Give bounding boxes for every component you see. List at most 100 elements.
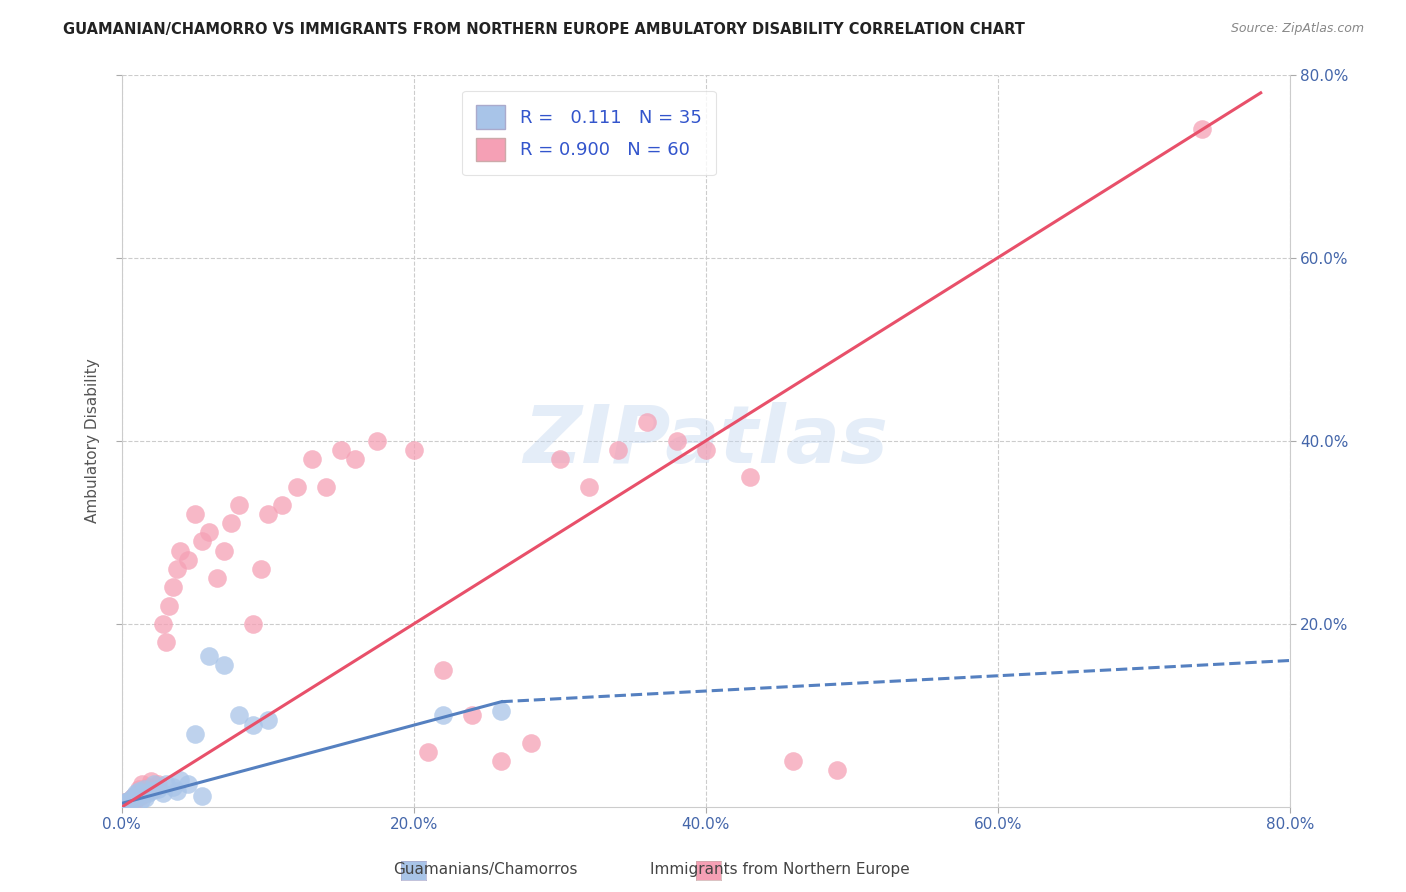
Point: [315, 479, 337, 493]
Point: [198, 648, 221, 663]
Point: [636, 416, 658, 430]
Point: [166, 783, 188, 797]
Point: [120, 792, 142, 806]
Point: [607, 442, 630, 457]
Point: [205, 571, 228, 585]
Point: [152, 616, 174, 631]
Y-axis label: Ambulatory Disability: Ambulatory Disability: [86, 359, 100, 523]
Point: [118, 795, 141, 809]
Point: [148, 777, 170, 791]
Point: [432, 708, 454, 723]
Point: [191, 789, 214, 803]
Point: [128, 781, 150, 796]
Point: [695, 442, 717, 457]
Point: [136, 786, 159, 800]
Point: [827, 764, 849, 778]
Point: [162, 780, 184, 794]
Point: [139, 783, 162, 797]
Point: [114, 796, 136, 810]
Point: [256, 713, 278, 727]
Point: [122, 789, 145, 803]
Point: [117, 794, 139, 808]
Point: [228, 708, 250, 723]
Point: [184, 727, 207, 741]
Point: [366, 434, 388, 448]
Point: [738, 470, 761, 484]
Point: [329, 442, 352, 457]
Point: [152, 786, 174, 800]
Point: [198, 525, 221, 540]
Point: [176, 777, 198, 791]
Point: [548, 452, 571, 467]
Point: [124, 790, 146, 805]
Point: [432, 663, 454, 677]
Point: [125, 790, 148, 805]
Point: [1191, 122, 1213, 136]
Point: [169, 543, 191, 558]
Point: [221, 516, 243, 530]
Point: [155, 777, 177, 791]
Point: [121, 792, 143, 806]
Point: [578, 479, 600, 493]
Point: [782, 754, 804, 768]
Point: [121, 790, 143, 805]
Point: [127, 789, 149, 803]
Point: [118, 795, 141, 809]
Point: [242, 717, 264, 731]
Text: Source: ZipAtlas.com: Source: ZipAtlas.com: [1230, 22, 1364, 36]
Point: [131, 786, 153, 800]
Point: [256, 507, 278, 521]
Point: [114, 796, 136, 810]
Text: Immigrants from Northern Europe: Immigrants from Northern Europe: [651, 863, 910, 877]
Point: [519, 736, 541, 750]
Point: [491, 754, 513, 768]
Point: [271, 498, 294, 512]
Point: [418, 745, 440, 759]
Point: [112, 797, 135, 812]
Point: [132, 783, 155, 797]
Point: [124, 792, 146, 806]
Point: [120, 791, 142, 805]
Point: [142, 781, 165, 796]
Point: [491, 704, 513, 718]
Point: [132, 781, 155, 796]
Text: GUAMANIAN/CHAMORRO VS IMMIGRANTS FROM NORTHERN EUROPE AMBULATORY DISABILITY CORR: GUAMANIAN/CHAMORRO VS IMMIGRANTS FROM NO…: [63, 22, 1025, 37]
Point: [112, 797, 135, 812]
Point: [249, 562, 271, 576]
Point: [129, 792, 152, 806]
Point: [228, 498, 250, 512]
Point: [285, 479, 308, 493]
Point: [176, 553, 198, 567]
Point: [162, 580, 184, 594]
Point: [665, 434, 688, 448]
Point: [134, 790, 156, 805]
Point: [127, 786, 149, 800]
Point: [122, 789, 145, 803]
Point: [344, 452, 367, 467]
Point: [166, 562, 188, 576]
Legend: R =   0.111   N = 35, R = 0.900   N = 60: R = 0.111 N = 35, R = 0.900 N = 60: [463, 91, 716, 175]
Point: [136, 780, 159, 794]
Point: [131, 777, 153, 791]
Point: [129, 789, 152, 803]
Point: [128, 783, 150, 797]
Point: [139, 774, 162, 789]
Point: [301, 452, 323, 467]
Point: [142, 777, 165, 791]
Text: Guamanians/Chamorros: Guamanians/Chamorros: [392, 863, 578, 877]
Point: [125, 786, 148, 800]
Point: [184, 507, 207, 521]
Point: [155, 635, 177, 649]
Point: [148, 781, 170, 796]
Point: [117, 794, 139, 808]
Point: [157, 599, 180, 613]
Point: [402, 442, 425, 457]
Text: ZIPatlas: ZIPatlas: [523, 401, 889, 480]
Point: [212, 543, 235, 558]
Point: [115, 797, 138, 811]
Point: [115, 797, 138, 811]
Point: [212, 658, 235, 673]
Point: [461, 708, 484, 723]
Point: [242, 616, 264, 631]
Point: [134, 786, 156, 800]
